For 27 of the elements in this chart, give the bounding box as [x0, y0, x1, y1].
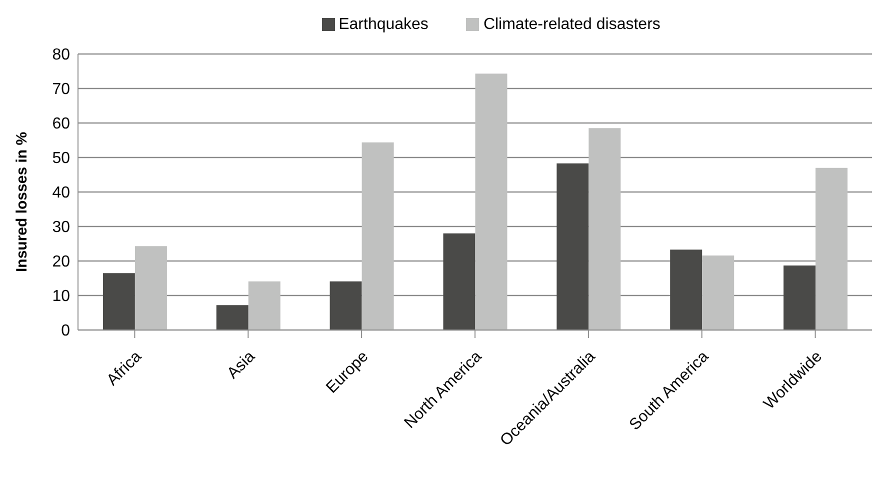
y-tick-label: 50 — [52, 150, 70, 168]
bar — [556, 163, 589, 330]
legend-label: Climate-related disasters — [483, 16, 660, 33]
y-tick-label: 0 — [61, 322, 70, 340]
bar — [588, 128, 621, 330]
bar — [702, 255, 734, 330]
bar — [362, 142, 394, 330]
y-tick-label: 40 — [52, 184, 70, 202]
bar — [248, 281, 280, 330]
y-tick-label: 10 — [52, 288, 70, 306]
y-axis-title: Insured losses in % — [13, 132, 30, 272]
y-tick-label: 60 — [52, 116, 70, 133]
bar — [670, 250, 702, 330]
x-tick-label: Asia — [224, 348, 258, 382]
bar — [330, 281, 362, 330]
y-tick-label: 70 — [52, 81, 70, 98]
bar — [475, 74, 508, 330]
y-tick-label: 20 — [52, 254, 70, 271]
y-tick-label: 80 — [52, 46, 70, 64]
bar — [216, 305, 248, 330]
y-tick-label: 30 — [52, 219, 70, 236]
bar — [102, 273, 135, 330]
bar — [816, 168, 848, 330]
bar — [134, 246, 167, 330]
legend-label: Earthquakes — [338, 16, 428, 33]
bar — [443, 233, 476, 330]
bar — [784, 265, 816, 330]
